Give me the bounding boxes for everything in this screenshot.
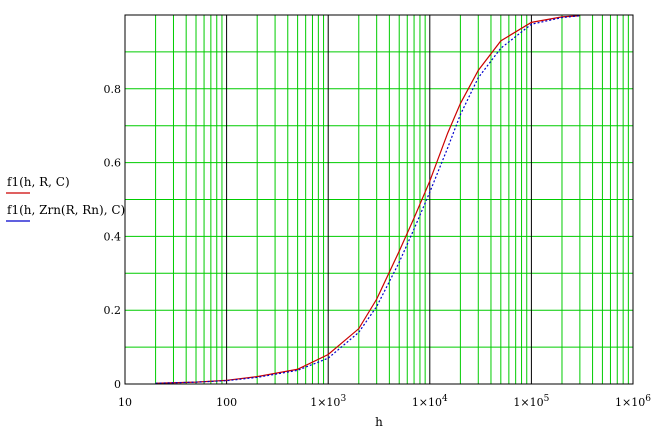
- y-tick-label: 0: [114, 378, 121, 391]
- legend: f1(h, R, C) f1(h, Zrn(R, Rn), C): [6, 175, 125, 222]
- tick-labels: 10 100 1×103 1×104 1×105 1×106 0 0.2 0.4 0.6 0.8: [104, 83, 652, 409]
- x-tick-label: 1×104: [412, 394, 448, 409]
- x-tick-label: 10: [118, 396, 132, 409]
- y-tick-label: 0.6: [104, 157, 122, 170]
- legend-label-series-2: f1(h, Zrn(R, Rn), C): [7, 203, 125, 217]
- grid: [124, 15, 633, 384]
- y-tick-label: 0.8: [104, 83, 122, 96]
- series-line-1: [155, 15, 580, 384]
- x-tick-label: 100: [216, 396, 237, 409]
- x-tick-label: 1×103: [310, 394, 346, 409]
- legend-label-series-1: f1(h, R, C): [7, 175, 70, 189]
- series-line-2: [155, 15, 580, 384]
- x-axis-label: h: [375, 415, 383, 429]
- x-tick-label: 1×106: [615, 394, 651, 409]
- x-tick-label: 1×105: [513, 394, 549, 409]
- series-layer: [155, 15, 580, 384]
- plot-frame: [124, 14, 634, 385]
- y-tick-label: 0.2: [104, 304, 122, 317]
- y-tick-label: 0.4: [104, 230, 122, 243]
